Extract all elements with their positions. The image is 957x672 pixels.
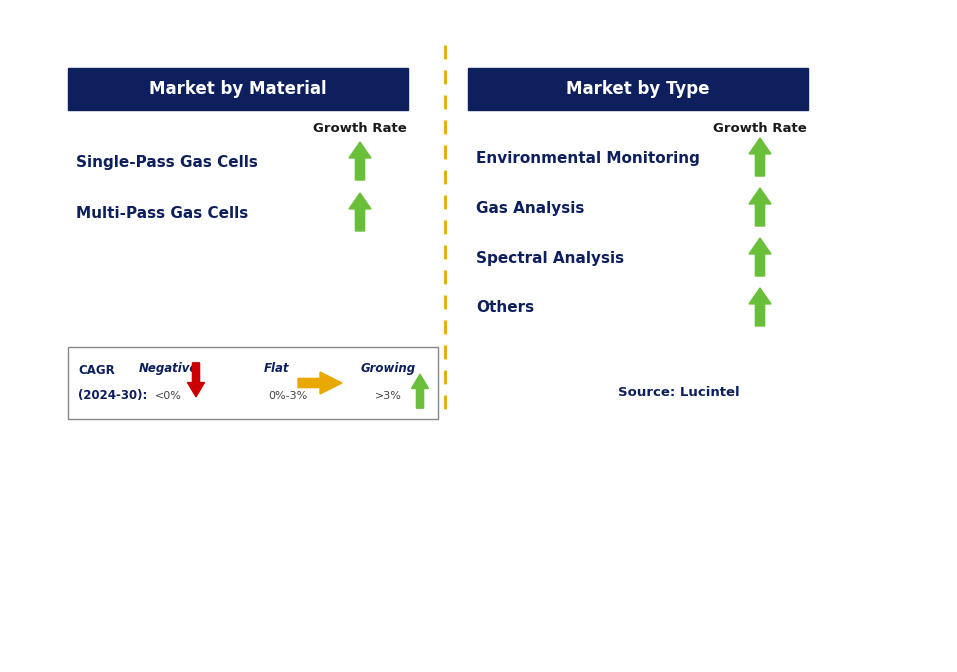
Polygon shape [749, 188, 771, 226]
Text: Growth Rate: Growth Rate [713, 122, 807, 134]
Polygon shape [349, 193, 371, 231]
FancyBboxPatch shape [68, 347, 438, 419]
Polygon shape [412, 374, 429, 408]
Text: Spectral Analysis: Spectral Analysis [476, 251, 624, 265]
Text: Gas Analysis: Gas Analysis [476, 200, 585, 216]
Text: Market by Type: Market by Type [567, 80, 710, 98]
Text: Market by Material: Market by Material [149, 80, 326, 98]
Text: Source: Lucintel: Source: Lucintel [618, 386, 740, 399]
Text: Negative: Negative [139, 362, 198, 375]
Text: CAGR: CAGR [78, 364, 115, 377]
Polygon shape [749, 238, 771, 276]
Text: Others: Others [476, 300, 534, 315]
Text: Multi-Pass Gas Cells: Multi-Pass Gas Cells [76, 206, 248, 220]
Polygon shape [749, 138, 771, 176]
Polygon shape [749, 288, 771, 326]
Text: Flat: Flat [263, 362, 289, 375]
FancyBboxPatch shape [68, 68, 408, 110]
Text: Single-Pass Gas Cells: Single-Pass Gas Cells [76, 155, 257, 169]
Text: (2024-30):: (2024-30): [78, 388, 147, 402]
Polygon shape [298, 372, 342, 394]
Text: <0%: <0% [155, 391, 182, 401]
Polygon shape [349, 142, 371, 180]
Text: Environmental Monitoring: Environmental Monitoring [476, 151, 700, 165]
Text: Growth Rate: Growth Rate [313, 122, 407, 134]
Text: >3%: >3% [374, 391, 401, 401]
Polygon shape [188, 363, 205, 397]
FancyBboxPatch shape [468, 68, 808, 110]
Text: Growing: Growing [361, 362, 415, 375]
Text: 0%-3%: 0%-3% [268, 391, 307, 401]
